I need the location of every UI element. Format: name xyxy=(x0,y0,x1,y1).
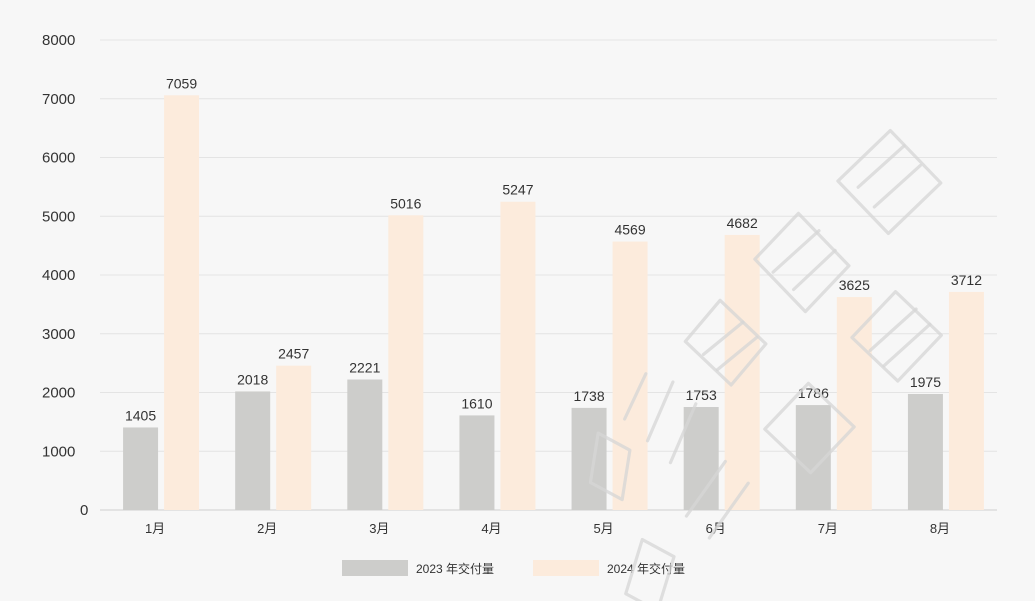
legend-label: 2023 年交付量 xyxy=(416,561,494,576)
watermark-logo xyxy=(588,128,943,601)
y-tick-label: 2000 xyxy=(42,385,75,402)
data-label: 1610 xyxy=(461,395,492,411)
data-label: 4682 xyxy=(727,215,758,231)
x-tick-label: 8月 xyxy=(930,521,950,536)
legend-label: 2024 年交付量 xyxy=(607,561,685,576)
data-label: 7059 xyxy=(166,75,197,91)
legend-swatch xyxy=(342,560,408,576)
x-tick-label: 1月 xyxy=(145,521,165,536)
x-tick-label: 3月 xyxy=(369,521,389,536)
x-tick-label: 5月 xyxy=(593,521,613,536)
data-label: 3625 xyxy=(839,277,870,293)
x-tick-label: 4月 xyxy=(481,521,501,536)
bar-2024-4 xyxy=(500,201,536,510)
data-label: 3712 xyxy=(951,272,982,288)
legend: 2023 年交付量 2024 年交付量 xyxy=(342,560,685,576)
bar-2023-1 xyxy=(123,427,159,510)
bar-2024-5 xyxy=(612,241,648,511)
data-label: 2221 xyxy=(349,360,380,376)
bar-2023-8 xyxy=(907,393,943,510)
y-tick-label: 4000 xyxy=(42,267,75,284)
y-tick-label: 8000 xyxy=(42,32,75,49)
bar-2024-8 xyxy=(948,291,984,510)
data-label: 5247 xyxy=(502,182,533,198)
bar-2024-3 xyxy=(388,215,424,510)
data-label: 5016 xyxy=(390,195,421,211)
bars xyxy=(123,95,984,511)
data-label: 1738 xyxy=(573,388,604,404)
data-label: 1405 xyxy=(125,407,156,423)
y-tick-label: 3000 xyxy=(42,326,75,343)
data-label: 2018 xyxy=(237,371,268,387)
x-tick-label: 2月 xyxy=(257,521,277,536)
data-label: 1753 xyxy=(686,387,717,403)
y-tick-label: 6000 xyxy=(42,150,75,167)
bar-2023-2 xyxy=(235,391,271,510)
bar-2023-3 xyxy=(347,379,383,510)
y-tick-label: 7000 xyxy=(42,91,75,108)
bar-2024-2 xyxy=(276,365,312,510)
bar-2024-7 xyxy=(836,297,872,510)
y-tick-label: 0 xyxy=(80,502,88,519)
x-axis: 1月 2月 3月 4月 5月 6月 7月 8月 xyxy=(145,521,950,536)
bar-2024-1 xyxy=(164,95,200,510)
y-tick-label: 5000 xyxy=(42,208,75,225)
data-label: 1975 xyxy=(910,374,941,390)
data-label: 2457 xyxy=(278,346,309,362)
data-label: 4569 xyxy=(614,222,645,238)
data-labels: 1405 7059 2018 2457 2221 5016 1610 5247 1738 4569… xyxy=(125,75,982,423)
x-tick-label: 7月 xyxy=(818,521,838,536)
legend-swatch xyxy=(533,560,599,576)
bar-2023-5 xyxy=(571,407,607,510)
y-axis: 0 1000 2000 3000 4000 5000 6000 7000 8000 xyxy=(42,32,88,519)
y-tick-label: 1000 xyxy=(42,443,75,460)
bar-2023-4 xyxy=(459,415,495,510)
